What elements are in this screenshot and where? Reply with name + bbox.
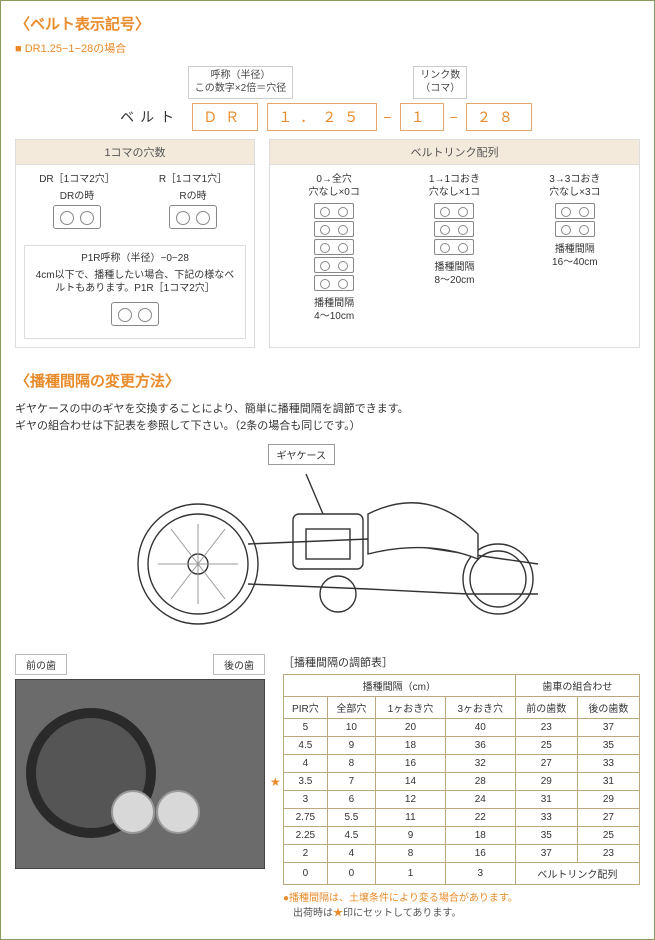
section1-example: ■ DR1.25−1−28の場合 (15, 40, 640, 56)
seg-links: ２８ (466, 103, 532, 131)
belt-label: ベルト (120, 107, 180, 127)
link-col: 3→3コおき穴なし×3コ播種間隔16〜40cm (519, 173, 631, 323)
gear-case-label: ギヤケース (268, 444, 336, 465)
front-gear-label: 前の歯 (15, 654, 67, 675)
photo-rear-gear-icon (156, 790, 200, 834)
info-panels: 1コマの穴数 DR［1コマ2穴］ DRの時 R［1コマ1穴］ Rの時 P1R (15, 139, 640, 348)
link-col: 1→1コおき穴なし×1コ播種間隔8〜20cm (398, 173, 510, 323)
panel-holes: 1コマの穴数 DR［1コマ2穴］ DRの時 R［1コマ1穴］ Rの時 P1R (15, 139, 255, 348)
seg-skip: １ (400, 103, 444, 131)
seeder-svg (68, 444, 588, 644)
machine-diagram: ギヤケース (68, 444, 588, 644)
dr-icon (53, 205, 101, 229)
section1-title: 〈ベルト表示記号〉 (15, 13, 640, 34)
section-belt-symbol: 〈ベルト表示記号〉 ■ DR1.25−1−28の場合 呼称（半径） この数字×2… (15, 13, 640, 348)
p1r-box: P1R呼称（半径）−0−28 4cm以下で、播種したい場合、下記の様なベルトもあ… (24, 245, 246, 339)
panel-link-header: ベルトリンク配列 (270, 140, 639, 165)
cell-r: R［1コマ1穴］ Rの時 (140, 173, 246, 235)
section2-title: 〈播種間隔の変更方法〉 (15, 370, 640, 391)
annot-center: 呼称（半径） この数字×2倍＝穴径 (188, 66, 293, 99)
r-icon (169, 205, 217, 229)
top-annotations: 呼称（半径） この数字×2倍＝穴径 リンク数 （コマ） (15, 66, 640, 99)
seg-dr: ＤＲ (192, 103, 258, 131)
cell-dr: DR［1コマ2穴］ DRの時 (24, 173, 130, 235)
seg-size: １．２５ (267, 103, 377, 131)
link-col: 0→全穴穴なし×0コ播種間隔4〜10cm (278, 173, 390, 323)
gear-photo-block: 前の歯 後の歯 (15, 654, 265, 869)
section-spacing-change: 〈播種間隔の変更方法〉 ギヤケースの中のギヤを交換することにより、簡単に播種間隔… (15, 370, 640, 921)
panel-holes-header: 1コマの穴数 (16, 140, 254, 165)
lower-row: 前の歯 後の歯 ［播種間隔の調節表］ 播種間隔（cm）歯車の組合わせPIR穴全部… (15, 654, 640, 921)
gear-photo (15, 679, 265, 869)
p1r-icon (111, 302, 159, 326)
photo-front-gear-icon (111, 790, 155, 834)
annot-right: リンク数 （コマ） (413, 66, 467, 99)
panel-link-array: ベルトリンク配列 0→全穴穴なし×0コ播種間隔4〜10cm1→1コおき穴なし×1… (269, 139, 640, 348)
table-title: ［播種間隔の調節表］ (283, 654, 640, 670)
belt-code-display: ベルト ＤＲ １．２５ − １ − ２８ (15, 103, 640, 131)
adjustment-table-block: ［播種間隔の調節表］ 播種間隔（cm）歯車の組合わせPIR穴全部穴1ヶおき穴3ヶ… (283, 654, 640, 921)
section2-desc: ギヤケースの中のギヤを交換することにより、簡単に播種間隔を調節できます。 ギヤの… (15, 401, 640, 436)
adjustment-table: 播種間隔（cm）歯車の組合わせPIR穴全部穴1ヶおき穴3ヶおき穴前の歯数後の歯数… (283, 674, 640, 885)
rear-gear-label: 後の歯 (213, 654, 265, 675)
